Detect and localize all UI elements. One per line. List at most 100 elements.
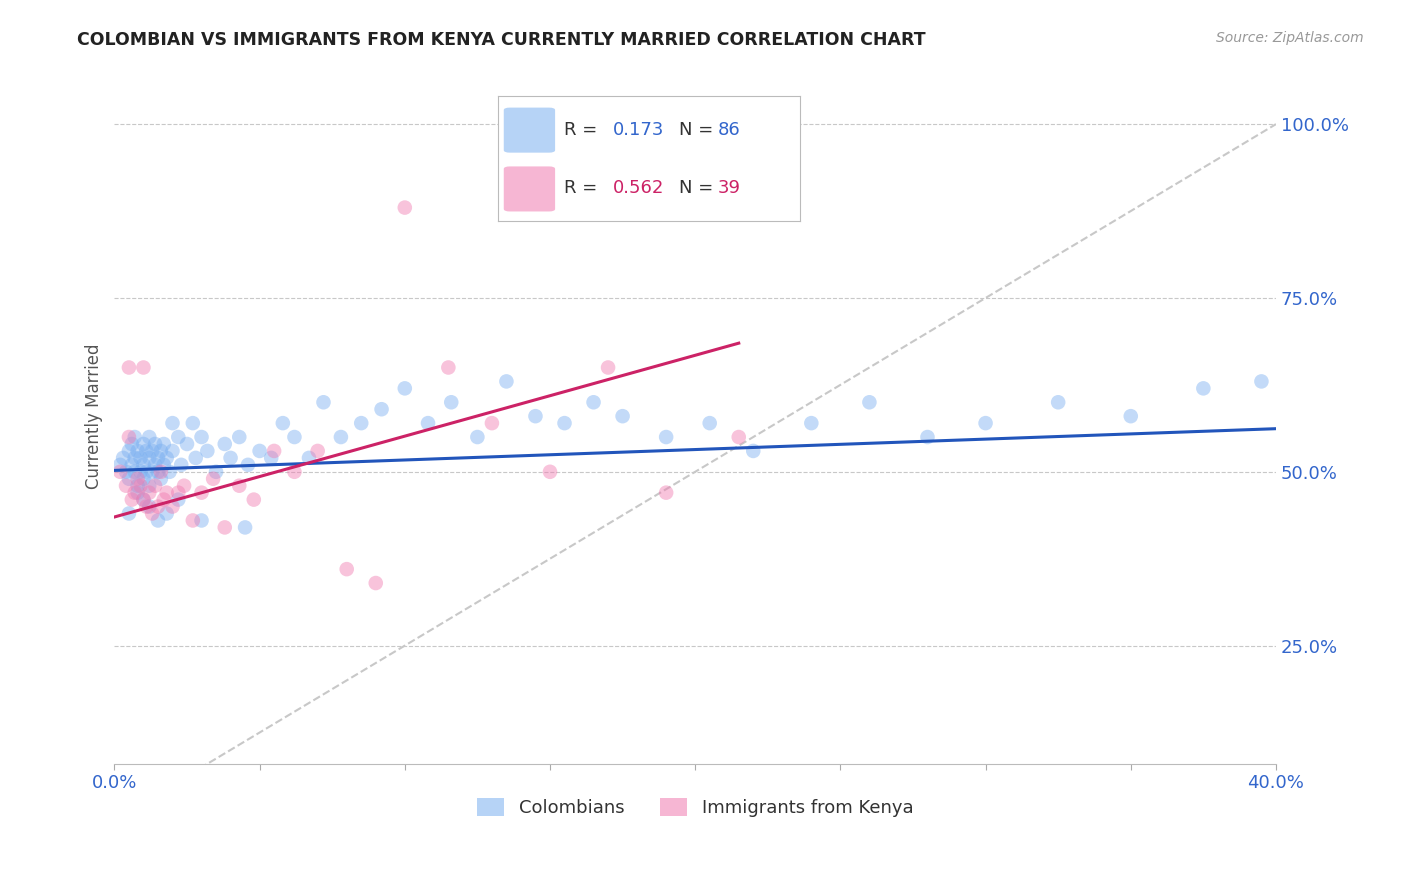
Point [118,444,141,458]
Point [152,458,174,472]
Point [283,430,305,444]
Point [1047,395,1070,409]
Point [121,458,143,472]
Point [263,444,285,458]
Point [181,513,204,527]
Point [146,500,169,514]
Point [249,444,271,458]
Point [127,444,149,458]
Point [162,444,184,458]
Point [127,485,149,500]
Point [1119,409,1142,424]
Point [110,465,132,479]
Point [260,450,283,465]
Point [135,444,157,458]
Point [132,492,155,507]
Point [141,465,163,479]
Point [167,492,190,507]
Point [143,437,166,451]
Point [307,444,329,458]
Point [524,409,547,424]
Point [243,492,266,507]
Point [152,492,174,507]
Point [156,450,179,465]
Point [228,479,250,493]
Point [437,360,460,375]
Point [727,430,749,444]
Point [146,513,169,527]
Y-axis label: Currently Married: Currently Married [86,343,103,489]
Point [467,430,489,444]
Point [742,444,765,458]
Point [138,500,160,514]
Point [135,465,157,479]
Point [127,479,149,493]
Point [129,450,152,465]
Point [159,465,181,479]
Point [554,416,576,430]
Point [118,360,141,375]
Point [138,479,160,493]
Point [394,381,416,395]
Point [190,485,212,500]
Point [132,360,155,375]
Point [156,507,179,521]
Point [162,416,184,430]
Point [582,395,605,409]
Point [146,450,169,465]
Point [364,576,387,591]
Point [655,430,678,444]
Point [612,409,634,424]
Point [858,395,880,409]
Point [115,465,138,479]
Point [124,430,146,444]
Point [271,416,294,430]
Point [118,430,141,444]
Point [129,479,152,493]
Point [416,416,439,430]
Point [118,507,141,521]
Point [149,465,172,479]
Point [596,360,619,375]
Point [214,520,236,534]
Point [312,395,335,409]
Point [167,430,190,444]
Point [974,416,997,430]
Point [138,430,160,444]
Point [149,444,172,458]
Point [1192,381,1215,395]
Text: Source: ZipAtlas.com: Source: ZipAtlas.com [1216,31,1364,45]
Point [283,465,305,479]
Point [132,472,155,486]
Point [236,458,259,472]
Point [195,444,218,458]
Point [124,450,146,465]
Legend: Colombians, Immigrants from Kenya: Colombians, Immigrants from Kenya [470,790,921,824]
Point [917,430,939,444]
Point [481,416,503,430]
Point [124,465,146,479]
Point [132,458,155,472]
Point [655,485,678,500]
Point [298,450,321,465]
Point [184,450,207,465]
Point [336,562,359,576]
Point [132,492,155,507]
Point [141,507,163,521]
Point [152,437,174,451]
Point [173,479,195,493]
Point [370,402,392,417]
Point [135,500,157,514]
Point [190,513,212,527]
Point [219,450,242,465]
Point [132,437,155,451]
Text: COLOMBIAN VS IMMIGRANTS FROM KENYA CURRENTLY MARRIED CORRELATION CHART: COLOMBIAN VS IMMIGRANTS FROM KENYA CURRE… [77,31,927,49]
Point [149,472,172,486]
Point [233,520,256,534]
Point [214,437,236,451]
Point [329,430,352,444]
Point [350,416,373,430]
Point [143,479,166,493]
Point [112,450,135,465]
Point [162,500,184,514]
